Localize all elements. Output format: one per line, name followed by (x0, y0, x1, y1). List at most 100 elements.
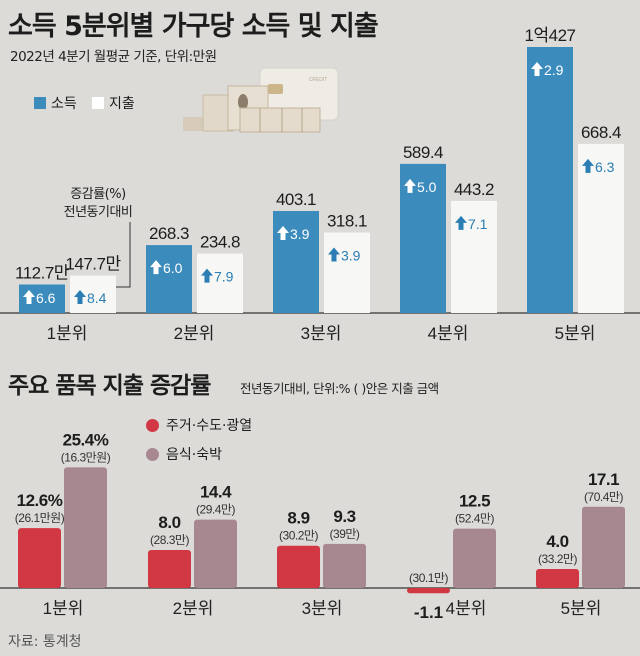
category-label: 1분위 (43, 599, 84, 618)
food-value-label: 14.4 (200, 483, 232, 502)
food-amount-label: (70.4만) (584, 490, 623, 504)
arrow-up-icon (328, 247, 340, 262)
income-value-label: 403.1 (276, 190, 316, 209)
expense-value-label: 443.2 (454, 180, 494, 199)
income-change-label: 5.0 (417, 179, 437, 195)
expense-bar (197, 253, 243, 313)
legend-housing-label: 주거·수도·광열 (166, 418, 253, 434)
housing-bar (148, 550, 191, 588)
income-bar (273, 211, 319, 313)
note-leader-line (112, 222, 131, 288)
housing-bar (18, 528, 61, 588)
category-label: 4분위 (428, 324, 469, 343)
source-note: 자료: 통계청 (8, 634, 82, 650)
section2-title: 주요 품목 지출 증감률 (8, 373, 211, 399)
housing-value-label: 8.0 (158, 513, 180, 532)
expense-value-label: 234.8 (200, 233, 240, 252)
income-bar (146, 245, 192, 313)
food-amount-label: (39만) (330, 527, 360, 541)
arrow-up-icon (531, 62, 543, 76)
expense-change-label: 7.9 (214, 269, 234, 285)
food-value-label: 12.5 (459, 492, 490, 511)
category-label: 3분위 (302, 599, 343, 618)
card-chip-icon (268, 84, 283, 94)
legend-housing-dot (146, 418, 159, 432)
legend-food-dot (146, 447, 159, 461)
legend-expense: 지출 (92, 93, 135, 113)
card-text: CREDIT (309, 77, 328, 83)
expense-value-label: 668.4 (581, 123, 621, 142)
food-bar (582, 506, 625, 588)
housing-bar (407, 588, 450, 594)
legend-income: 소득 (34, 93, 77, 113)
legend-income-swatch (34, 97, 46, 109)
arrow-up-icon (23, 290, 35, 304)
arrow-up-icon (277, 226, 289, 241)
arrow-up-icon (74, 290, 86, 304)
change-rate-note-line1: 증감률(%) (70, 187, 126, 202)
housing-amount-label: (30.1만) (409, 571, 448, 585)
expense-change-label: 3.9 (341, 248, 361, 264)
chart-subtitle: 2022년 4분기 월평균 기준, 단위:만원 (10, 49, 217, 65)
income-expense-chart: 112.7만 6.6 147.7만 8.4 1분위 268.3 6.0 234.8 7.9 2분위… (0, 26, 640, 343)
cash-bundle-icon (239, 107, 321, 133)
section2-subtitle: 전년동기대비, 단위:% ( )안은 지출 금액 (240, 381, 439, 396)
income-change-label: 6.6 (36, 290, 56, 306)
legend-income-label: 소득 (51, 96, 77, 112)
legend-food-label: 음식·숙박 (166, 447, 222, 463)
food-bar (453, 528, 496, 588)
arrow-up-icon (201, 268, 213, 283)
legend-housing: 주거·수도·광열 (146, 415, 252, 435)
housing-bar (277, 545, 320, 588)
food-bar (323, 543, 366, 588)
income-change-label: 2.9 (544, 62, 564, 78)
housing-amount-label: (33.2만) (538, 552, 577, 566)
food-value-label: 25.4% (63, 430, 109, 449)
expense-value-label: 318.1 (327, 212, 367, 231)
housing-value-label: 12.6% (17, 491, 63, 510)
food-bar (194, 519, 237, 588)
housing-amount-label: (30.2만) (279, 529, 318, 543)
food-value-label: 9.3 (333, 507, 355, 526)
expense-change-label: 6.3 (595, 159, 615, 175)
legend-expense-swatch (92, 97, 104, 109)
change-rate-note-line2: 전년동기대비 (63, 205, 133, 220)
category-label: 2분위 (173, 599, 214, 618)
category-label: 1분위 (47, 324, 88, 343)
arrow-up-icon (582, 158, 594, 173)
housing-amount-label: (26.1만원) (15, 511, 65, 525)
food-value-label: 17.1 (588, 470, 619, 489)
portrait-icon (238, 94, 248, 110)
legend-expense-label: 지출 (109, 96, 135, 112)
housing-bar (536, 569, 579, 588)
housing-value-label: 8.9 (287, 509, 309, 528)
housing-value-label: -1.1 (414, 603, 443, 622)
arrow-up-icon (150, 260, 162, 275)
category-label: 3분위 (301, 324, 342, 343)
income-change-label: 3.9 (290, 226, 310, 242)
expense-change-label: 7.1 (468, 216, 488, 232)
chart-title: 소득 5분위별 가구당 소득 및 지출 (8, 11, 379, 42)
category-label: 5분위 (555, 324, 596, 343)
expense-value-label: 147.7만 (65, 255, 121, 274)
expense-change-label: 8.4 (87, 290, 107, 306)
housing-value-label: 4.0 (546, 532, 568, 551)
income-bar (527, 47, 573, 313)
category-label: 5분위 (561, 599, 602, 618)
housing-amount-label: (28.3만) (150, 533, 189, 547)
food-amount-label: (52.4만) (455, 512, 494, 526)
change-rate-note: 증감률(%) 전년동기대비 (42, 186, 154, 222)
income-value-label: 268.3 (149, 224, 189, 243)
food-amount-label: (16.3만원) (61, 450, 111, 464)
food-bar (64, 467, 107, 588)
income-change-label: 6.0 (163, 260, 183, 276)
income-value-label: 589.4 (403, 143, 443, 162)
income-value-label: 1억427 (525, 26, 576, 45)
food-amount-label: (29.4만) (196, 503, 235, 517)
arrow-up-icon (404, 178, 416, 193)
arrow-up-icon (455, 215, 467, 230)
money-card-illustration: CREDIT (183, 67, 339, 133)
category-label: 2분위 (174, 324, 215, 343)
income-value-label: 112.7만 (15, 263, 70, 282)
